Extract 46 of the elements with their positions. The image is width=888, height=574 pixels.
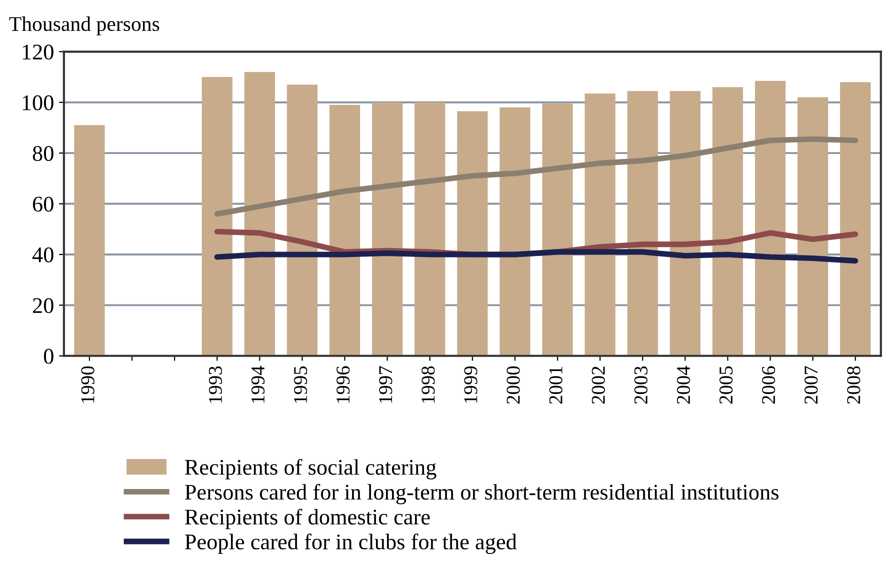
bar xyxy=(74,125,105,356)
legend-label: Persons cared for in long-term or short-term residential institutions xyxy=(184,484,778,504)
x-tick-label: 2001 xyxy=(549,366,562,404)
y-tick-label: 40 xyxy=(32,247,54,262)
x-tick-label: 2002 xyxy=(592,366,605,404)
x-tick-label: 2003 xyxy=(634,366,648,404)
bar xyxy=(202,77,232,356)
y-tick-label: 60 xyxy=(32,196,54,212)
x-tick-label: 1990 xyxy=(81,366,94,403)
y-tick-label: 100 xyxy=(22,95,54,110)
x-tick-label: 1997 xyxy=(379,366,392,403)
x-tick-label: 2007 xyxy=(804,366,818,404)
bar xyxy=(457,111,488,356)
x-tick-label: 1998 xyxy=(422,366,435,403)
x-tick-label: 2006 xyxy=(762,366,776,404)
x-tick-label: 2000 xyxy=(506,366,520,404)
x-tick-label: 2004 xyxy=(676,366,690,404)
y-tick-label: 20 xyxy=(32,298,54,314)
x-tick-label: 2008 xyxy=(847,366,860,404)
bar xyxy=(670,90,700,356)
y-axis-title: Thousand persons xyxy=(9,16,160,36)
x-tick-label: 1993 xyxy=(208,366,222,403)
bar xyxy=(286,84,318,356)
bar xyxy=(584,93,616,356)
bar xyxy=(754,80,786,356)
bar xyxy=(627,90,658,356)
legend-label: Recipients of social catering xyxy=(184,458,436,480)
bar xyxy=(798,97,828,356)
legend-label: People cared for in clubs for the aged xyxy=(184,534,517,554)
bar xyxy=(500,107,530,356)
x-tick-label: 1999 xyxy=(464,366,478,403)
y-tick-label: 120 xyxy=(22,44,54,60)
bar xyxy=(840,82,871,356)
x-tick-label: 1994 xyxy=(251,366,265,403)
bar xyxy=(329,104,360,356)
y-tick-label: 0 xyxy=(44,348,54,364)
x-tick-label: 1996 xyxy=(336,366,350,403)
x-tick-label: 1995 xyxy=(294,366,308,403)
bar xyxy=(372,102,403,356)
legend-label: Recipients of domestic care xyxy=(184,508,430,530)
y-tick-label: 80 xyxy=(32,146,54,161)
bar xyxy=(712,87,744,356)
bar xyxy=(414,102,446,356)
bar xyxy=(542,104,573,356)
x-tick-label: 2005 xyxy=(719,366,733,404)
bar xyxy=(244,72,275,356)
